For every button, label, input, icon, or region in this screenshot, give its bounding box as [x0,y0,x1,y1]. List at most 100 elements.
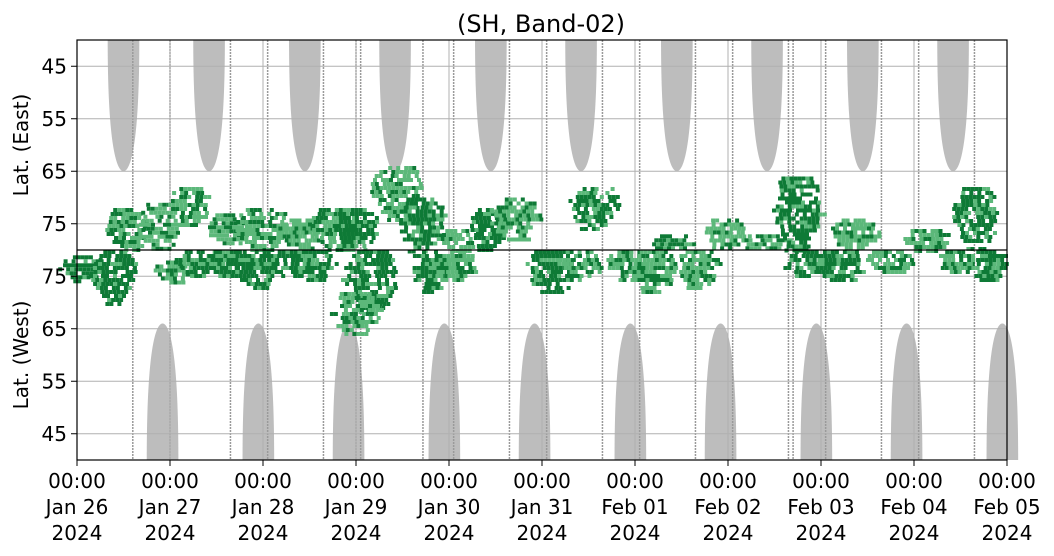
echo-cell [998,274,1003,278]
echo-cell [129,208,134,212]
echo-cell [788,208,792,213]
echo-cell [624,274,629,278]
echo-cell [260,236,264,240]
x-tick-date: Jan 26 [44,495,109,519]
echo-cell [641,266,646,270]
echo-cell [467,249,472,253]
echo-cell [213,221,218,226]
echo-cell [853,230,858,235]
echo-cell [317,266,322,270]
echo-cell [247,254,252,258]
echo-cell [296,230,301,235]
echo-cell [788,224,793,229]
echo-cell [789,258,794,262]
echo-cell [834,250,839,254]
echo-cell [980,215,985,219]
echo-cell [307,274,312,278]
echo-cell [157,218,162,223]
echo-cell [119,278,124,282]
echo-cell [315,274,320,278]
echo-cell [454,258,459,262]
echo-cell [334,262,339,266]
echo-cell [882,270,887,274]
echo-cell [201,270,206,274]
echo-cell [907,237,912,241]
echo-cell [105,282,110,286]
echo-cell [414,197,419,202]
echo-cell [221,250,226,254]
echo-cell [964,195,969,199]
echo-cell [423,221,428,226]
echo-cell [432,274,437,278]
echo-cell [554,250,559,254]
echo-cell [562,258,567,262]
echo-cell [332,224,337,228]
echo-cell [69,271,74,276]
echo-cell [555,258,560,262]
echo-cell [363,220,368,224]
echo-cell [412,266,417,270]
echo-cell [753,246,758,251]
echo-cell [869,230,874,235]
echo-cell [366,228,371,232]
echo-cell [374,174,379,178]
echo-cell [971,254,975,258]
echo-cell [987,266,992,270]
echo-cell [813,200,817,205]
echo-cell [478,224,482,228]
echo-cell [875,262,880,266]
echo-cell [614,258,619,262]
echo-cell [852,262,857,266]
echo-cell [856,262,861,266]
echo-cell [321,220,326,224]
echo-cell [574,254,578,258]
echo-cell [918,233,923,237]
echo-cell [553,274,558,278]
echo-cell [124,266,129,270]
echo-cell [242,250,247,254]
echo-cell [971,258,976,262]
echo-cell [922,245,927,249]
echo-cell [728,230,733,235]
echo-cell [569,262,574,266]
echo-cell [202,258,207,262]
echo-cell [815,204,820,209]
echo-cell [127,278,132,282]
echo-cell [380,294,385,298]
echo-cell [500,225,505,230]
echo-cell [379,194,384,198]
echo-cell [205,270,210,274]
echo-cell [454,254,459,258]
echo-cell [352,254,357,258]
echo-cell [116,290,121,294]
echo-cluster [329,292,384,336]
echo-cell [438,270,443,274]
echo-cell [113,274,117,278]
echo-cell [414,190,419,194]
echo-cell [459,245,464,249]
echo-cell [412,254,417,258]
echo-cell [493,240,498,244]
echo-cell [867,222,872,227]
echo-cell [182,199,187,203]
echo-cell [729,238,734,243]
daylight-lobe-bottom [800,323,833,460]
echo-cell [985,223,990,227]
echo-cell [220,237,225,242]
echo-cell [515,229,520,234]
echo-cell [386,190,391,194]
echo-cell [373,270,378,274]
echo-cell [324,250,329,254]
echo-cell [365,282,370,286]
echo-cell [229,229,234,234]
echo-cell [252,236,256,240]
echo-cell [443,262,448,266]
echo-cell [975,266,980,270]
echo-cell [836,242,841,247]
echo-cell [137,228,142,232]
echo-cell [827,254,832,258]
echo-cell [233,221,238,226]
echo-cell [153,268,158,273]
echo-cell [259,254,264,258]
echo-cell [965,270,970,274]
